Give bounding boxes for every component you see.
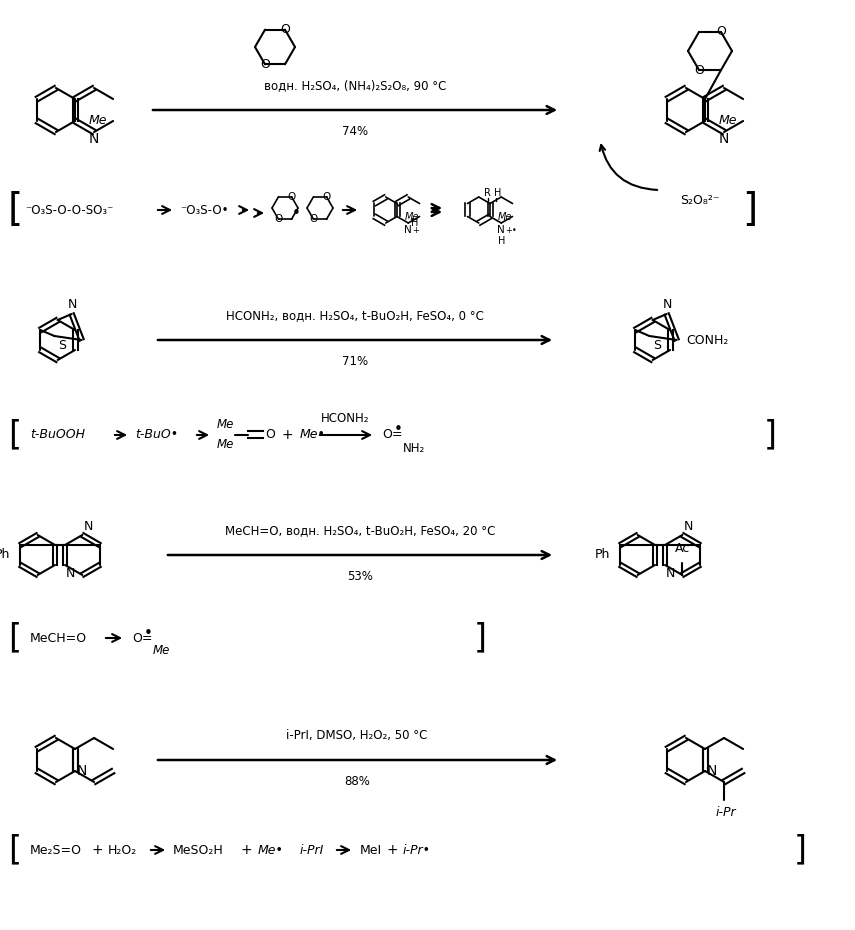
Text: R: R: [484, 189, 491, 198]
Text: t-BuO•: t-BuO•: [135, 429, 178, 442]
Text: MeSO₂H: MeSO₂H: [173, 844, 224, 857]
Text: O=: O=: [132, 631, 152, 644]
Text: i-PrI, DMSO, H₂O₂, 50 °C: i-PrI, DMSO, H₂O₂, 50 °C: [286, 729, 428, 742]
Text: N: N: [666, 567, 675, 580]
Text: MeCH=O: MeCH=O: [30, 631, 87, 644]
Text: [: [: [9, 418, 21, 451]
Text: Me•: Me•: [258, 844, 284, 857]
Text: MeI: MeI: [360, 844, 382, 857]
Text: +: +: [386, 843, 398, 857]
Text: CONH₂: CONH₂: [687, 334, 729, 347]
Text: N: N: [683, 520, 693, 533]
Text: ]: ]: [474, 621, 486, 655]
Text: HCONH₂, водн. H₂SO₄, t-BuO₂H, FeSO₄, 0 °C: HCONH₂, водн. H₂SO₄, t-BuO₂H, FeSO₄, 0 °…: [226, 309, 484, 322]
Text: 88%: 88%: [344, 775, 370, 788]
Text: N: N: [66, 567, 75, 580]
Text: MeCH=O, водн. H₂SO₄, t-BuO₂H, FeSO₄, 20 °C: MeCH=O, водн. H₂SO₄, t-BuO₂H, FeSO₄, 20 …: [225, 524, 495, 537]
Text: +: +: [281, 428, 292, 442]
Text: O: O: [716, 25, 726, 38]
Text: i-Pr: i-Pr: [716, 806, 736, 819]
Text: •: •: [292, 206, 300, 220]
Text: S₂O₈²⁻: S₂O₈²⁻: [680, 193, 720, 206]
Text: ]: ]: [742, 191, 758, 229]
Text: O: O: [260, 58, 270, 71]
Text: N: N: [707, 764, 717, 778]
Text: S: S: [653, 339, 662, 352]
Text: O: O: [280, 23, 290, 36]
Text: Ph: Ph: [594, 549, 610, 562]
Text: •: •: [393, 422, 403, 437]
Text: H: H: [411, 219, 418, 229]
Text: Me: Me: [498, 211, 512, 221]
Text: N: N: [68, 298, 77, 311]
Text: водн. H₂SO₄, (NH₄)₂S₂O₈, 90 °C: водн. H₂SO₄, (NH₄)₂S₂O₈, 90 °C: [264, 79, 446, 92]
Text: +: +: [240, 843, 252, 857]
Text: N: N: [663, 298, 672, 311]
Text: O: O: [265, 429, 275, 442]
Text: S: S: [58, 339, 67, 352]
Text: H₂O₂: H₂O₂: [108, 844, 138, 857]
Text: H: H: [494, 189, 502, 198]
Text: [: [: [9, 833, 21, 867]
Text: HCONH₂: HCONH₂: [321, 412, 369, 425]
Text: ⁻O₃S-O•: ⁻O₃S-O•: [180, 204, 228, 217]
Text: Me: Me: [405, 211, 419, 221]
Text: i-PrI: i-PrI: [300, 844, 324, 857]
Text: Me•: Me•: [300, 429, 326, 442]
Text: NH₂: NH₂: [403, 442, 425, 455]
Text: [: [: [8, 191, 22, 229]
Text: H: H: [498, 236, 505, 246]
Text: +: +: [412, 226, 419, 235]
Text: N: N: [89, 132, 99, 146]
Text: ]: ]: [764, 418, 776, 451]
Text: Me: Me: [153, 644, 170, 657]
Text: Me: Me: [89, 114, 108, 127]
Text: Me: Me: [216, 437, 233, 450]
Text: O: O: [274, 214, 283, 224]
Text: 74%: 74%: [342, 125, 368, 138]
Text: Me: Me: [216, 418, 233, 432]
Text: +•: +•: [505, 226, 517, 235]
Text: 71%: 71%: [342, 355, 368, 368]
Text: N: N: [83, 520, 92, 533]
Text: ]: ]: [793, 833, 806, 867]
Text: +: +: [91, 843, 103, 857]
Text: Ac: Ac: [675, 542, 690, 555]
Text: O: O: [322, 192, 331, 202]
Text: Me: Me: [719, 114, 738, 127]
Text: Ph: Ph: [0, 549, 9, 562]
Text: O=: O=: [382, 429, 403, 442]
Text: ⁻O₃S-O-O-SO₃⁻: ⁻O₃S-O-O-SO₃⁻: [25, 204, 114, 217]
Text: i-Pr•: i-Pr•: [403, 844, 431, 857]
Text: O: O: [310, 214, 317, 224]
Text: 53%: 53%: [347, 570, 373, 583]
Text: N: N: [77, 764, 87, 778]
Text: N: N: [498, 225, 505, 235]
Text: [: [: [9, 621, 21, 655]
Text: N: N: [404, 225, 412, 235]
Text: O: O: [287, 192, 296, 202]
Text: O: O: [694, 63, 704, 76]
Text: •: •: [144, 626, 152, 641]
Text: N: N: [719, 132, 729, 146]
Text: Me₂S=O: Me₂S=O: [30, 844, 82, 857]
Text: t-BuOOH: t-BuOOH: [30, 429, 85, 442]
